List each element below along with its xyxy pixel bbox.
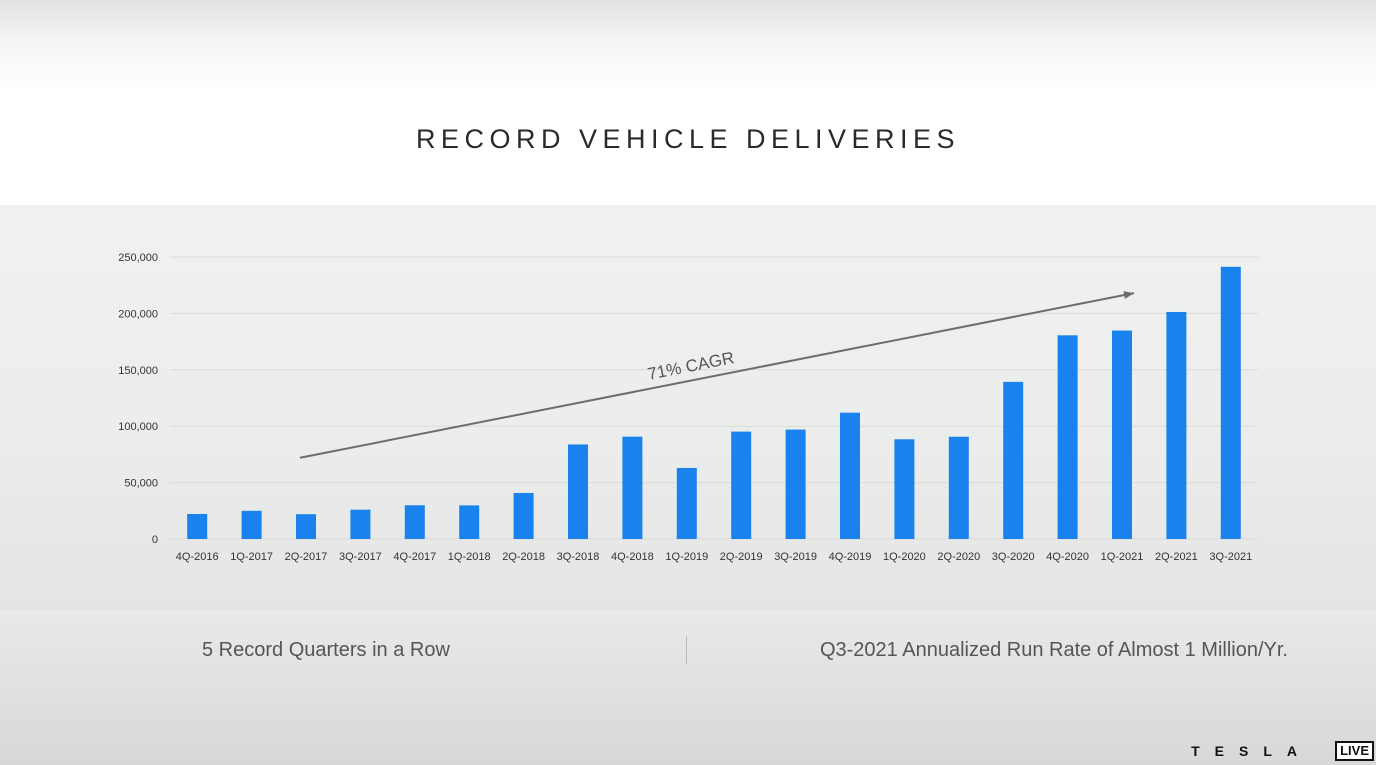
- slide-title: RECORD VEHICLE DELIVERIES: [415, 124, 961, 154]
- x-tick-label: 3Q-2018: [557, 551, 600, 563]
- x-tick-label: 2Q-2021: [1155, 551, 1198, 563]
- bar-4Q-2016: [187, 513, 208, 539]
- x-tick-label: 4Q-2019: [829, 551, 872, 563]
- tesla-logo: TESLA: [1191, 743, 1312, 759]
- bottom-bar: 5 Record Quarters in a Row Q3-2021 Annua…: [0, 610, 1376, 765]
- x-tick-label: 2Q-2020: [937, 551, 980, 563]
- bar-2Q-2021: [1166, 311, 1187, 539]
- y-tick-label: 100,000: [118, 421, 158, 433]
- bar-3Q-2017: [350, 509, 371, 539]
- y-tick-label: 50,000: [124, 478, 158, 490]
- cagr-label: 71% CAGR: [646, 348, 736, 384]
- y-tick-label: 0: [152, 534, 158, 546]
- y-tick-label: 150,000: [118, 365, 158, 377]
- x-tick-label: 3Q-2020: [992, 551, 1035, 563]
- x-tick-label: 4Q-2017: [393, 551, 436, 563]
- bar-2Q-2019: [731, 431, 752, 539]
- x-tick-label: 1Q-2021: [1101, 551, 1144, 563]
- bar-1Q-2018: [459, 505, 480, 539]
- bar-4Q-2019: [840, 412, 860, 539]
- bar-1Q-2021: [1112, 330, 1132, 539]
- y-tick-label: 250,000: [118, 252, 158, 264]
- bar-3Q-2021: [1220, 266, 1241, 539]
- bar-4Q-2020: [1057, 335, 1078, 539]
- x-axis-ticks: 4Q-2016 1Q-2017 2Q-2017 3Q-2017 4Q-2017 1Q-20…: [176, 551, 1252, 563]
- x-tick-label: 1Q-2018: [448, 551, 491, 563]
- x-tick-label: 2Q-2017: [285, 551, 328, 563]
- bar-3Q-2018: [568, 444, 588, 539]
- x-tick-label: 1Q-2019: [665, 551, 708, 563]
- x-tick-label: 4Q-2016: [176, 551, 219, 563]
- x-tick-label: 2Q-2019: [720, 551, 763, 563]
- stat-run-rate: Q3-2021 Annualized Run Rate of Almost 1 …: [819, 639, 1288, 661]
- x-tick-label: 3Q-2021: [1209, 551, 1252, 563]
- cagr-arrow-line: [299, 292, 1135, 459]
- bar-chart: 0 50,000 100,000 150,000 200,000 250,000 4Q-2…: [118, 252, 1258, 563]
- bar-3Q-2020: [1003, 381, 1024, 539]
- bar-4Q-2018: [622, 436, 643, 539]
- x-tick-label: 1Q-2017: [230, 551, 273, 563]
- live-badge: LIVE: [1335, 741, 1374, 761]
- bar-2Q-2020: [948, 436, 969, 539]
- x-tick-label: 3Q-2019: [774, 551, 817, 563]
- chart-panel: 0 50,000 100,000 150,000 200,000 250,000 4Q-2…: [0, 205, 1376, 610]
- x-tick-label: 2Q-2018: [502, 551, 545, 563]
- bar-2Q-2017: [296, 514, 316, 539]
- bars: [187, 266, 1241, 539]
- x-tick-label: 3Q-2017: [339, 551, 382, 563]
- divider: [686, 636, 687, 664]
- bar-2Q-2018: [513, 492, 534, 539]
- gridlines: [170, 256, 1258, 540]
- y-tick-label: 200,000: [118, 308, 158, 320]
- x-tick-label: 4Q-2020: [1046, 551, 1089, 563]
- x-tick-label: 4Q-2018: [611, 551, 654, 563]
- bar-1Q-2017: [241, 510, 262, 539]
- stat-record-quarters: 5 Record Quarters in a Row: [202, 639, 450, 661]
- y-axis-ticks: 0 50,000 100,000 150,000 200,000 250,000: [118, 252, 158, 546]
- bar-4Q-2017: [404, 505, 425, 539]
- bar-3Q-2019: [785, 429, 806, 539]
- cagr-arrow-head: [1123, 291, 1134, 299]
- bar-1Q-2019: [676, 467, 697, 539]
- bar-1Q-2020: [894, 439, 915, 539]
- x-tick-label: 1Q-2020: [883, 551, 926, 563]
